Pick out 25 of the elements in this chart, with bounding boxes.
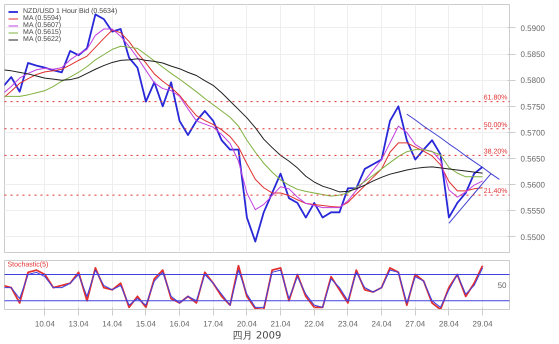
y-tick-label: 0.5600 <box>520 180 546 190</box>
y-tick-label: 0.5650 <box>520 154 546 164</box>
x-tick-label: 16.04 <box>170 320 190 328</box>
x-tick-label: 28.04 <box>438 320 460 328</box>
x-tick-label: 20.04 <box>236 320 258 328</box>
x-tick-label: 24.04 <box>372 320 392 328</box>
x-tick-label: 29.04 <box>472 320 494 328</box>
x-tick-label: 17.04 <box>203 320 224 328</box>
x-tick-label: 21.04 <box>270 320 292 328</box>
x-tick-label: 15.04 <box>136 320 156 328</box>
y-tick-label: 0.5750 <box>520 102 546 112</box>
y-tick-label: 0.5550 <box>520 206 546 216</box>
x-tick-label: 22.04 <box>304 320 325 328</box>
x-tick-label: 23.04 <box>338 320 358 328</box>
x-tick-label: 14.04 <box>102 320 123 328</box>
x-tick-label: 10.04 <box>34 320 56 328</box>
x-tick-label: 13.04 <box>68 320 90 328</box>
y-tick-label: 0.5700 <box>520 128 546 138</box>
y-tick-label: 0.5800 <box>520 76 546 86</box>
y-tick-label: 0.5900 <box>520 24 546 33</box>
y-tick-label: 0.5500 <box>520 232 546 242</box>
y-tick-label: 0.5850 <box>520 50 546 60</box>
x-tick-label: 27.04 <box>405 320 426 328</box>
x-axis-title: 四月 2009 <box>232 330 282 342</box>
annotation: 50 <box>498 281 508 290</box>
